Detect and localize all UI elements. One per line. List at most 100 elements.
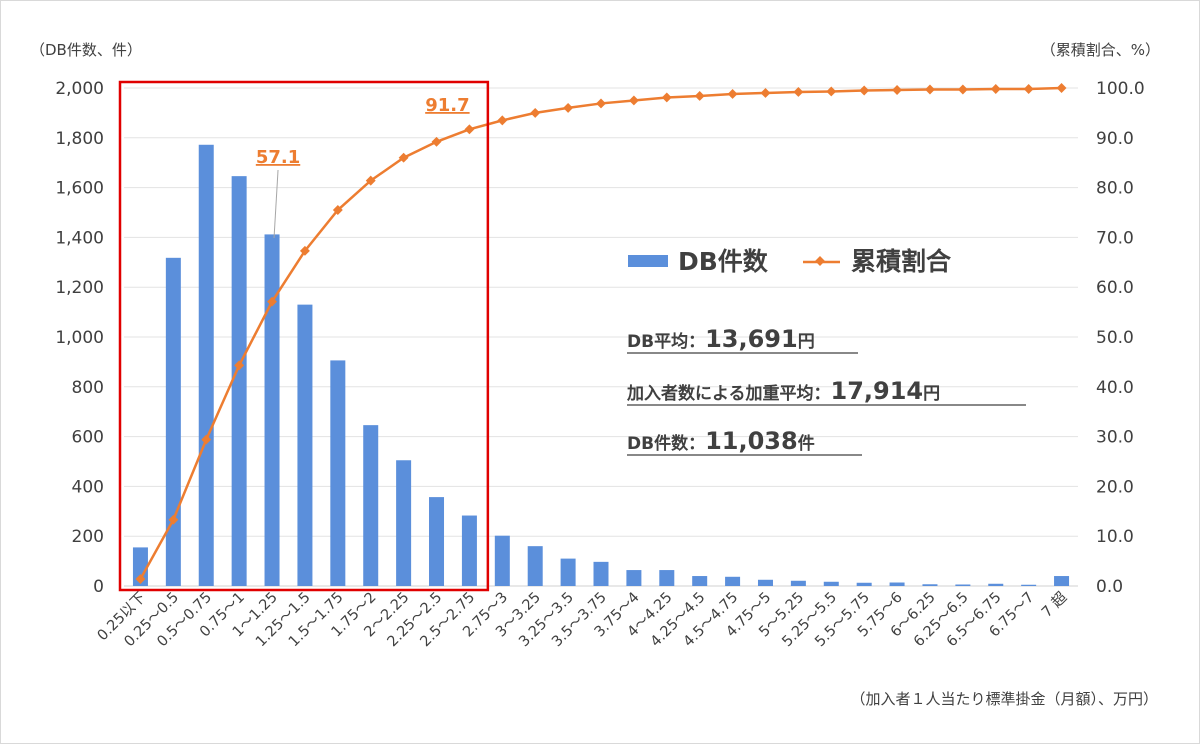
left-tick-label: 1,600 — [55, 179, 104, 199]
highlight-box — [118, 80, 490, 592]
x-axis-label: （加入者１人当たり標準掛金（月額）、万円） — [850, 690, 1158, 708]
line-point — [859, 85, 870, 96]
left-tick-label: 400 — [72, 477, 104, 497]
stat-weighted: 加入者数による加重平均：17,914円 — [626, 377, 940, 405]
line-point — [727, 89, 738, 99]
left-tick-label: 800 — [72, 378, 104, 398]
right-tick-label: 60.0 — [1096, 278, 1134, 298]
line-point — [201, 434, 212, 445]
bar — [955, 584, 971, 586]
left-tick-label: 1,400 — [55, 228, 104, 248]
bar — [626, 570, 642, 586]
gridlines — [124, 87, 1078, 587]
bar — [231, 176, 247, 586]
left-tick-label: 2,000 — [55, 79, 104, 99]
bar — [461, 515, 477, 586]
left-tick-label: 1,800 — [55, 129, 104, 149]
line-point — [661, 92, 672, 103]
x-tick-label: 7 超 — [1038, 588, 1070, 620]
bar — [692, 576, 708, 586]
stats-box: DB平均：13,691円 加入者数による加重平均：17,914円 DB件数：11… — [626, 325, 1026, 456]
line-point — [398, 152, 409, 163]
bar — [165, 257, 181, 586]
line-point — [760, 88, 771, 98]
line-point — [596, 98, 606, 109]
callout-label: 57.1 — [256, 147, 300, 168]
line-point — [135, 574, 146, 584]
left-axis-ticks: 0 200 400 600 800 1,000 1,200 1,400 1,600 1,800 2,… — [55, 79, 104, 597]
stat-count-label: DB件数： — [627, 433, 705, 454]
bar — [297, 304, 313, 586]
right-tick-label: 90.0 — [1096, 129, 1134, 149]
left-tick-label: 0 — [93, 577, 104, 597]
left-tick-label: 600 — [72, 428, 104, 448]
line-point — [826, 86, 837, 97]
bar — [330, 360, 346, 586]
bar — [757, 579, 773, 586]
bar — [1021, 584, 1037, 586]
stat-weighted-label: 加入者数による加重平均： — [626, 383, 831, 404]
bar — [363, 425, 379, 586]
line-point — [892, 85, 903, 95]
right-axis-unit: （累積割合、%） — [1041, 41, 1160, 59]
bar — [396, 460, 412, 586]
line-point — [925, 84, 935, 95]
bar — [494, 535, 510, 586]
bar — [659, 570, 675, 586]
line-point — [497, 115, 508, 126]
left-tick-label: 1,200 — [55, 278, 104, 298]
line-point — [793, 87, 804, 97]
line-point — [628, 95, 639, 106]
bar — [988, 583, 1004, 586]
right-tick-label: 50.0 — [1096, 328, 1134, 348]
right-tick-label: 10.0 — [1096, 527, 1134, 547]
bar — [429, 497, 445, 586]
stat-count: DB件数：11,038件 — [627, 427, 815, 455]
bar — [922, 584, 938, 586]
stat-average-unit: 円 — [798, 332, 815, 352]
left-axis-unit: （DB件数、件） — [30, 41, 142, 59]
bar — [527, 546, 543, 586]
line-point — [1056, 83, 1067, 93]
right-tick-label: 30.0 — [1096, 428, 1134, 448]
bar — [264, 234, 280, 587]
bar — [856, 582, 872, 586]
line-point — [168, 514, 179, 525]
bar-series — [132, 144, 1070, 587]
left-tick-label: 200 — [72, 527, 104, 547]
stat-count-value: 11,038 — [705, 427, 798, 455]
legend: DB件数 累積割合 — [628, 247, 952, 276]
bar — [560, 558, 576, 586]
line-point — [464, 124, 475, 135]
right-axis-ticks: 0.0 10.0 20.0 30.0 40.0 50.0 60.0 70.0 80.0 90.0 1… — [1096, 79, 1145, 597]
right-tick-label: 40.0 — [1096, 378, 1134, 398]
line-point — [1023, 84, 1034, 94]
stat-weighted-unit: 円 — [923, 384, 940, 404]
legend-bar-swatch — [628, 255, 668, 267]
bar — [1054, 576, 1070, 586]
line-point — [299, 245, 310, 256]
right-tick-label: 0.0 — [1096, 577, 1123, 597]
line-point — [332, 205, 343, 215]
line-point — [530, 107, 541, 118]
bar — [790, 580, 806, 586]
line-point — [957, 84, 968, 95]
line-point — [267, 296, 277, 307]
line-series — [135, 83, 1067, 584]
bar — [725, 576, 741, 586]
callouts: 57.1 91.7 — [256, 95, 470, 239]
callout-leader — [273, 169, 279, 239]
bar — [132, 547, 148, 586]
callout-label: 91.7 — [425, 95, 469, 116]
line-point — [234, 360, 245, 371]
legend-bar-label: DB件数 — [678, 247, 769, 276]
right-tick-label: 70.0 — [1096, 228, 1134, 248]
bar — [889, 582, 905, 586]
bar — [198, 144, 214, 586]
right-tick-label: 100.0 — [1096, 79, 1145, 99]
bar — [823, 581, 839, 586]
line-point — [990, 84, 1001, 94]
x-axis-ticks: 0.25以下0.25～0.50.5～0.750.75～11～1.251.25～1… — [95, 588, 1071, 650]
line-point — [694, 91, 705, 101]
